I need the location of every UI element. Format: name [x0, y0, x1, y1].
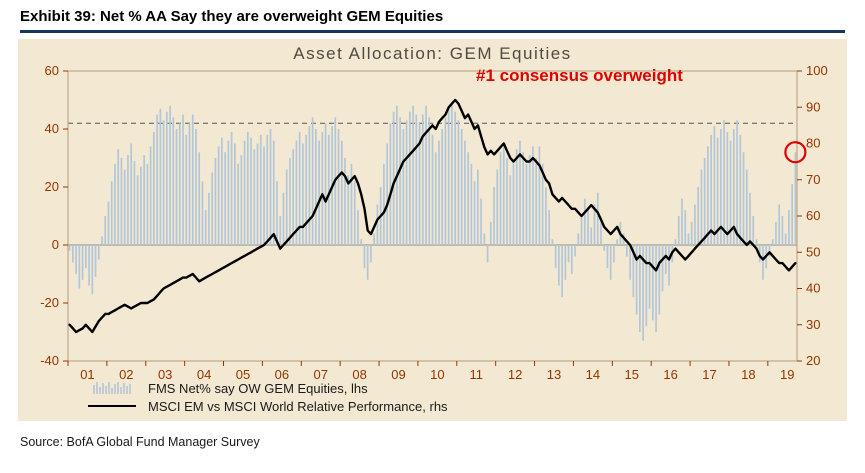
- legend-label-line: MSCI EM vs MSCI World Relative Performan…: [148, 398, 448, 414]
- svg-text:01: 01: [80, 367, 94, 382]
- svg-text:05: 05: [236, 367, 250, 382]
- svg-text:40: 40: [45, 121, 59, 136]
- svg-text:03: 03: [158, 367, 172, 382]
- svg-text:0: 0: [52, 237, 59, 252]
- svg-text:19: 19: [780, 367, 794, 382]
- svg-text:18: 18: [741, 367, 755, 382]
- svg-text:04: 04: [197, 367, 211, 382]
- legend-label-bars: FMS Net% say OW GEM Equities, lhs: [148, 380, 368, 396]
- source-note: Source: BofA Global Fund Manager Survey: [20, 435, 260, 449]
- svg-text:17: 17: [702, 367, 716, 382]
- svg-text:30: 30: [806, 317, 820, 332]
- axis-ticks: [63, 70, 802, 366]
- svg-text:02: 02: [119, 367, 133, 382]
- svg-text:60: 60: [45, 63, 59, 78]
- plot-area: 60 40 20 0 -20 -40 100 90 80 70 60 50 40 30 20 01 02 03 04…: [40, 63, 828, 382]
- svg-text:10: 10: [430, 367, 444, 382]
- svg-text:14: 14: [586, 367, 600, 382]
- svg-text:-20: -20: [40, 295, 59, 310]
- svg-text:60: 60: [806, 208, 820, 223]
- svg-text:07: 07: [313, 367, 327, 382]
- chart-panel: Asset Allocation: GEM Equities #1 consen…: [18, 39, 847, 421]
- svg-text:11: 11: [469, 367, 483, 382]
- svg-text:20: 20: [806, 353, 820, 368]
- bar-series: [68, 102, 797, 341]
- chart-title: Asset Allocation: GEM Equities: [293, 44, 572, 63]
- svg-text:50: 50: [806, 244, 820, 259]
- svg-text:90: 90: [806, 99, 820, 114]
- svg-text:70: 70: [806, 172, 820, 187]
- svg-text:-40: -40: [40, 353, 59, 368]
- line-series-swatch-icon: [86, 405, 138, 407]
- svg-text:100: 100: [806, 63, 828, 78]
- svg-text:40: 40: [806, 281, 820, 296]
- svg-text:06: 06: [275, 367, 289, 382]
- line-series: [68, 98, 797, 334]
- chart-legend: FMS Net% say OW GEM Equities, lhs MSCI E…: [86, 379, 448, 415]
- highlight-circle: [784, 141, 807, 164]
- svg-text:12: 12: [508, 367, 522, 382]
- svg-text:20: 20: [45, 179, 59, 194]
- svg-text:16: 16: [663, 367, 677, 382]
- exhibit-title: Exhibit 39: Net % AA Say they are overwe…: [20, 8, 845, 33]
- legend-item-bars: FMS Net% say OW GEM Equities, lhs: [86, 379, 448, 397]
- bar-series-swatch-icon: [86, 381, 138, 395]
- legend-item-line: MSCI EM vs MSCI World Relative Performan…: [86, 397, 448, 415]
- svg-text:13: 13: [547, 367, 561, 382]
- consensus-annotation: #1 consensus overweight: [476, 66, 683, 85]
- svg-text:15: 15: [625, 367, 639, 382]
- axis-labels: 60 40 20 0 -20 -40 100 90 80 70 60 50 40 30 20 01 02 03 04…: [40, 63, 828, 382]
- svg-text:80: 80: [806, 136, 820, 151]
- svg-text:08: 08: [352, 367, 366, 382]
- svg-text:09: 09: [391, 367, 405, 382]
